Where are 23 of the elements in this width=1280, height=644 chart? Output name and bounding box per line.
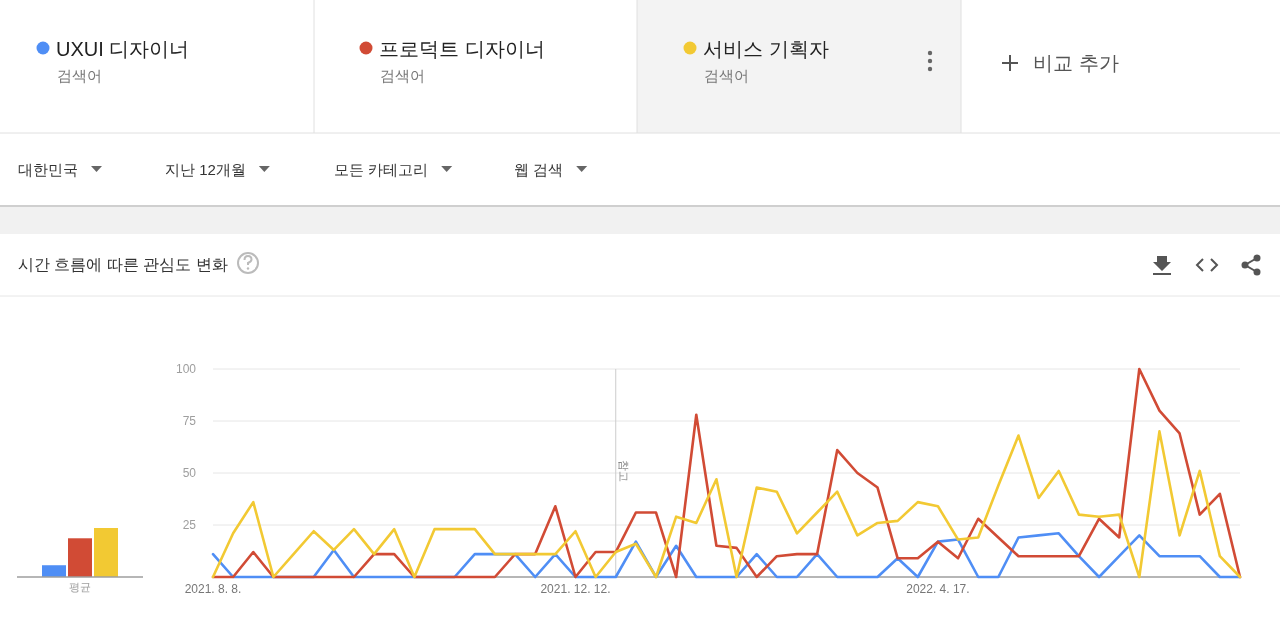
x-tick-label: 2022. 4. 17. [906, 582, 970, 596]
y-tick-label: 50 [182, 466, 197, 480]
legend-label: 프로덕트 디자이너 [379, 38, 545, 60]
text: 웹 검색 [514, 161, 564, 178]
chart-title: 시간 흐름에 따른 관심도 변화 [18, 256, 228, 273]
text: 비교 추가 [1033, 52, 1119, 74]
text: 검색어 [57, 67, 102, 84]
text: 검색어 [704, 67, 749, 84]
line-series [211, 367, 1242, 579]
y-tick-label: 25 [182, 518, 197, 532]
text: 지난 12개월 [165, 161, 246, 178]
line-series [211, 430, 1242, 579]
x-tick-label: 2021. 8. 8. [184, 582, 242, 596]
text: 검색어 [380, 67, 425, 84]
text: 대한민국 [18, 161, 78, 178]
legend-label: 서비스 기획자 [703, 38, 829, 60]
ref-line-label: 참고 [617, 460, 630, 482]
y-tick-label: 100 [175, 362, 197, 376]
legend-label: UXUI 디자이너 [56, 38, 190, 60]
x-tick-label: 평균 [69, 581, 91, 593]
x-tick-label: 2021. 12. 12. [540, 582, 611, 596]
text: 모든 카테고리 [334, 161, 429, 178]
y-tick-label: 75 [182, 414, 197, 428]
